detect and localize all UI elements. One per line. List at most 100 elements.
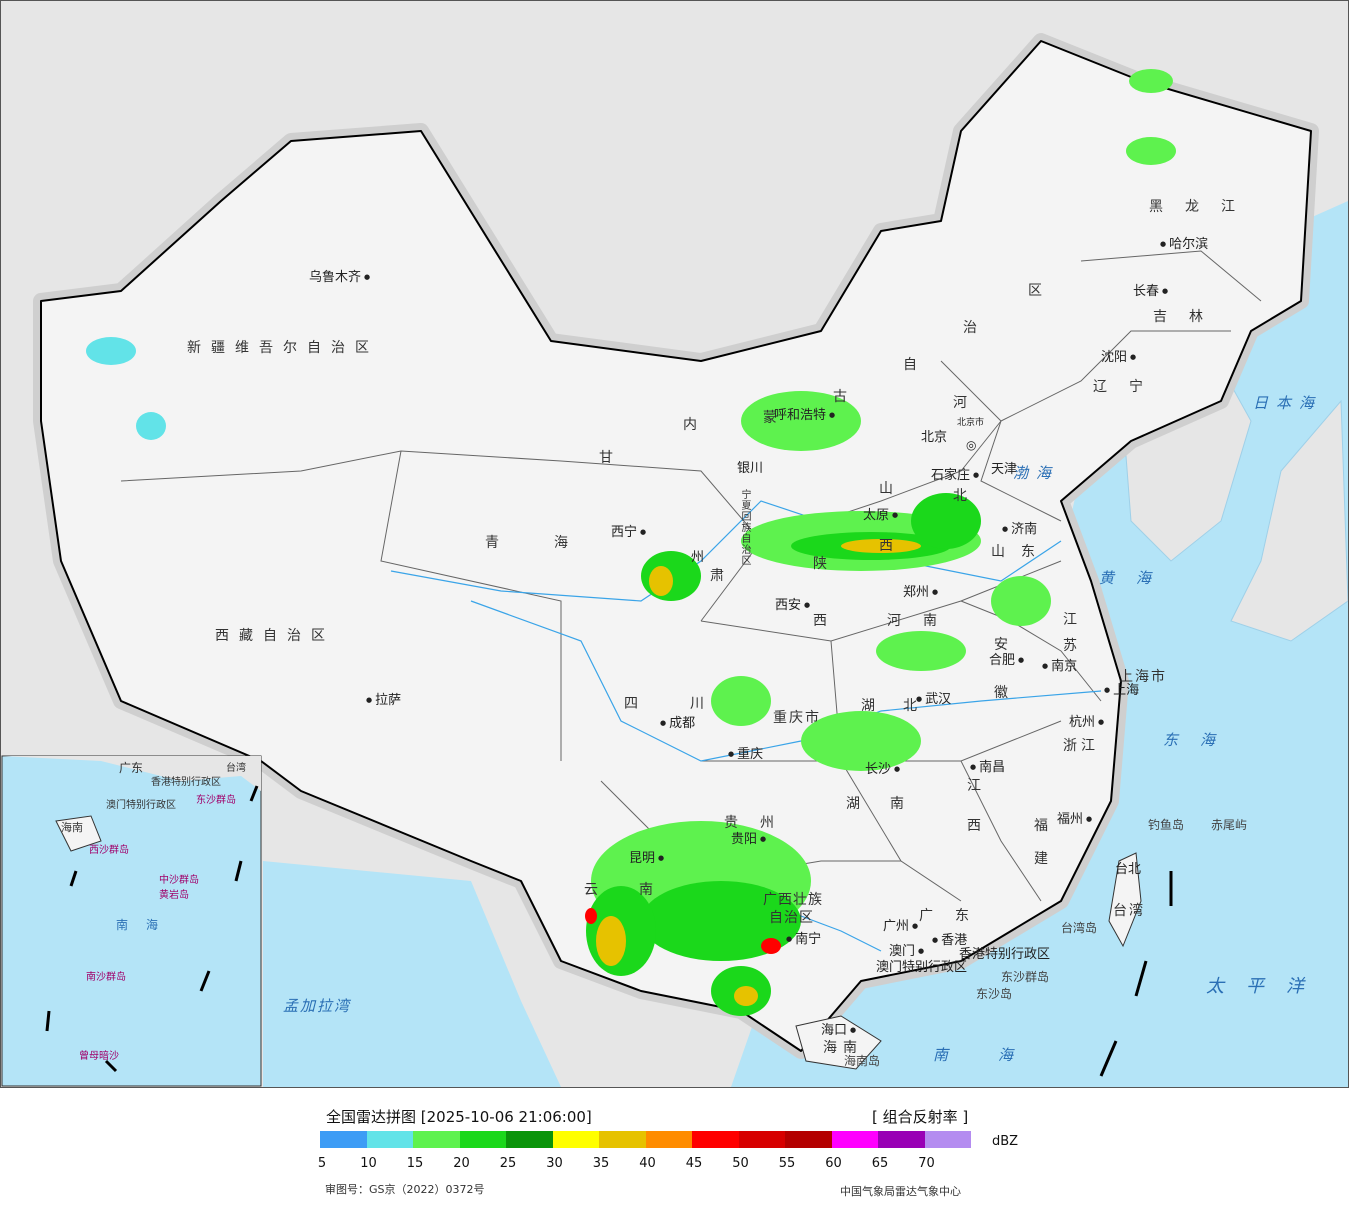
- province-label-anhui-an: 安: [994, 637, 1018, 653]
- legend-tick: 15: [406, 1156, 424, 1171]
- province-label-jiangsu-jiang: 江: [1063, 612, 1087, 628]
- province-label-heilongjiang: 黑龙江: [1149, 199, 1257, 215]
- province-label-shanghai: 上海市: [1119, 669, 1167, 685]
- province-label-zhejiang: 浙江: [1063, 738, 1099, 754]
- province-label-jilin: 吉林: [1153, 309, 1225, 325]
- province-label-guangdong: 广东: [919, 908, 991, 924]
- province-label-beijing-short: 北京: [921, 430, 948, 445]
- taiwan-island: [1108, 852, 1142, 948]
- province-label-neimenggu-zi: 自: [903, 357, 927, 373]
- province-label-jiangxi-jiang: 江: [967, 778, 991, 794]
- province-label-shanxi-xi: 西: [879, 538, 903, 554]
- color-swatch-10: [785, 1131, 832, 1148]
- city-macau: 澳门: [889, 945, 927, 958]
- province-label-tianjin-short: 天津: [991, 462, 1018, 477]
- city-kunming: 昆明: [629, 852, 667, 865]
- province-label-neimenggu-zhi: 治: [963, 320, 987, 336]
- province-label-shaanxi-xi: 西: [813, 613, 837, 629]
- province-label-hebei-bei: 北: [953, 488, 977, 504]
- inset-label-guangdong: 广东: [119, 761, 144, 775]
- legend-tick: 35: [592, 1156, 610, 1171]
- city-changsha: 长沙: [865, 763, 903, 776]
- province-label-qinghai: 青海: [485, 535, 623, 551]
- legend-tick: 50: [732, 1156, 749, 1171]
- province-label-ningxia: 宁夏回族自治区: [739, 489, 750, 566]
- legend-tick: 45: [685, 1156, 703, 1171]
- city-taiyuan: 太原: [863, 509, 901, 522]
- city-urumqi: 乌鲁木齐: [309, 271, 373, 284]
- province-label-jiangsu-su: 苏: [1063, 638, 1087, 654]
- province-label-jiangxi-xi: 西: [967, 818, 991, 834]
- province-label-taibei: 台北: [1115, 862, 1142, 877]
- nine-dash-line: [45, 785, 1173, 1077]
- province-label-liaoning: 辽宁: [1093, 379, 1165, 395]
- legend-tick: 40: [639, 1156, 656, 1171]
- inset-label-taiwan: 台湾: [226, 763, 246, 774]
- province-label-taiwan: 台湾: [1113, 903, 1145, 919]
- color-swatch-9: [738, 1131, 785, 1148]
- color-bar: [320, 1131, 971, 1148]
- color-swatch-8: [692, 1131, 739, 1148]
- city-lhasa: 拉萨: [363, 694, 401, 707]
- sea-label-bohai: 渤海: [1013, 464, 1060, 482]
- province-label-henan: 河南: [887, 613, 959, 629]
- province-label-anhui-hui: 徽: [994, 685, 1018, 701]
- city-guiyang: 贵阳: [731, 833, 769, 846]
- hainan-island: [795, 1015, 882, 1070]
- inset-label-macau: 澳门特别行政区: [106, 800, 176, 811]
- inset-label-zengmu: 曾母暗沙: [79, 1051, 119, 1062]
- legend-tick: 10: [360, 1156, 377, 1171]
- legend-tick: 55: [778, 1156, 796, 1171]
- city-nanjing: 南京: [1039, 660, 1077, 673]
- color-swatch-3: [459, 1131, 506, 1148]
- sea-label-nanhai: 南海: [933, 1046, 1064, 1064]
- china-land: [40, 40, 1312, 1052]
- city-fuzhou: 福州: [1057, 813, 1095, 826]
- sea-label-riben: 日本海: [1253, 394, 1323, 412]
- province-label-shandong: 山东: [991, 544, 1051, 560]
- sea-label-huanghai: 黄海: [1099, 569, 1174, 587]
- map-canvas: [1, 33, 1348, 1087]
- color-swatch-11: [831, 1131, 878, 1148]
- inset-label-nanhai: 南海: [116, 918, 177, 932]
- province-label-yunnan-yun: 云: [584, 882, 608, 898]
- province-label-hongkong-sar: 香港特别行政区: [959, 947, 1051, 962]
- city-nanning: 南宁: [783, 933, 821, 946]
- color-swatch-13: [924, 1131, 971, 1148]
- legend-product: [ 组合反射率 ]: [872, 1108, 969, 1126]
- color-swatch-0: [320, 1131, 367, 1148]
- inset-label-zhongsha: 中沙群岛: [159, 875, 199, 886]
- province-label-guizhou: 贵州: [724, 815, 796, 831]
- beijing-capital-icon: ◎: [966, 438, 977, 452]
- city-hangzhou: 杭州: [1069, 716, 1107, 729]
- province-label-shaanxi-shan: 陕: [813, 556, 837, 572]
- city-guangzhou: 广州: [883, 920, 921, 933]
- province-label-hunan: 湖南: [846, 796, 934, 812]
- color-swatch-2: [413, 1131, 460, 1148]
- province-label-yunnan-nan: 南: [639, 882, 663, 898]
- inset-label-hongkong: 香港特别行政区: [151, 777, 221, 788]
- city-xining: 西宁: [611, 526, 649, 539]
- legend-tick: 30: [546, 1156, 563, 1171]
- inset-label-nansha: 南沙群岛: [86, 972, 126, 983]
- province-label-beijing-tag: 北京市: [957, 418, 985, 428]
- city-harbin: 哈尔滨: [1157, 238, 1208, 251]
- province-label-guangxi-2: 自治区: [769, 910, 814, 926]
- sea-label-taipingyang: 太平洋: [1206, 976, 1326, 997]
- legend-tick: 65: [871, 1156, 889, 1171]
- legend-tick: 70: [918, 1156, 935, 1171]
- province-label-sichuan: 四川: [624, 696, 756, 712]
- island-dongsha-dao: 东沙岛: [976, 987, 1013, 1001]
- radar-echoes: [86, 69, 1176, 1016]
- color-swatch-1: [366, 1131, 413, 1148]
- city-chongqing: 重庆: [725, 748, 763, 761]
- color-swatch-6: [599, 1131, 646, 1148]
- province-label-gansu-su: 肃: [710, 568, 734, 584]
- city-shanghai: 上海: [1101, 684, 1139, 697]
- province-label-chongqing: 重庆市: [773, 710, 821, 726]
- island-taiwan-dao: 台湾岛: [1061, 921, 1098, 935]
- island-chiwei: 赤尾屿: [1211, 818, 1248, 832]
- island-dongsha-qundao: 东沙群岛: [1001, 970, 1050, 984]
- province-label-fujian-jian: 建: [1034, 851, 1058, 867]
- color-swatch-4: [506, 1131, 553, 1148]
